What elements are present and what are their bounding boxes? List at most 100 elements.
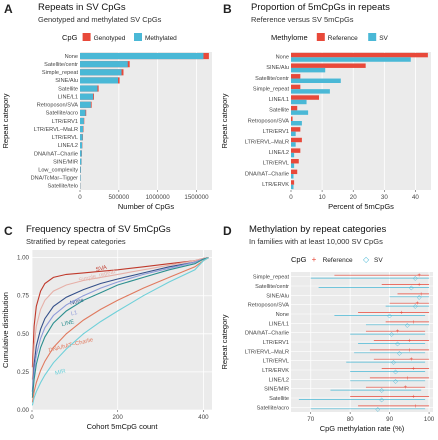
y-tick-label: None <box>65 54 78 60</box>
bar-sv <box>291 57 411 62</box>
y-tick-label: DNA/hAT–Charlie <box>34 151 78 157</box>
series-line <box>31 257 209 380</box>
panel-subtitle: In families with at least 10,000 SV CpGs <box>249 237 383 246</box>
y-tick-label: DNA/hAT–Charlie <box>245 331 289 337</box>
chart-b: Methylome Reference SV 0 10 20 30 40 Percent of … <box>220 33 431 211</box>
y-tick-label: LINE/L1 <box>269 97 289 103</box>
series-line <box>31 257 209 398</box>
bar-sv <box>291 142 296 147</box>
bar-sv <box>291 121 302 126</box>
legend-label: SV <box>374 257 383 264</box>
y-tick-label: LTR/ERVL–MaLR <box>245 140 289 146</box>
y-tick-label: DNA/TcMar–Tigger <box>31 176 78 182</box>
bar-reference <box>291 127 301 132</box>
bar-reference <box>291 180 295 185</box>
bar-reference <box>291 105 298 111</box>
y-axis-label: Repeat category <box>220 93 229 148</box>
bar-methylated <box>80 101 91 108</box>
point-sv: ◇ <box>413 276 418 282</box>
point-sv: ◇ <box>379 397 384 403</box>
bar-sv <box>291 89 330 94</box>
bar-sv <box>291 152 295 158</box>
y-tick-label: LINE/L2 <box>269 377 289 383</box>
chart-c: 0.00 0.25 0.50 0.75 1.00 0 200 400 Cohort 5mCpG … <box>1 250 212 431</box>
bar-sv <box>291 174 294 179</box>
y-tick-label: Retroposon/SVA <box>248 303 290 309</box>
x-axis-label: Number of CpGs <box>118 202 175 211</box>
series-line <box>31 257 209 403</box>
x-tick-label: 30 <box>381 194 388 201</box>
point-sv: ◇ <box>389 332 394 338</box>
point-reference: + <box>412 367 416 373</box>
point-sv: ◇ <box>387 313 392 319</box>
point-sv: ◇ <box>393 379 398 385</box>
chart-d: CpG + Reference ◇ SV 70 80 90 100 CpG methylation… <box>220 255 435 433</box>
bar-sv <box>291 163 295 168</box>
y-tick-label: LTR/ERVL–MaLR <box>34 127 78 133</box>
x-tick-label: 100 <box>424 416 435 423</box>
point-reference: + <box>404 385 408 391</box>
series-label: L1 <box>70 310 78 317</box>
panel-subtitle: Genotyped and methylated SV CpGs <box>38 15 162 24</box>
y-axis-label: Cumulative distribution <box>1 292 10 368</box>
panel-c: C Frequency spectra of SV 5mCpGs Stratif… <box>0 220 219 440</box>
bar-methylated <box>80 52 204 60</box>
y-tick-label: LTR/ERVK <box>262 368 289 374</box>
y-axis-label: Repeat category <box>1 93 10 148</box>
point-reference: + <box>412 395 416 401</box>
point-reference: + <box>396 329 400 335</box>
legend-key: + <box>312 255 317 264</box>
y-tick-label: None <box>276 55 289 61</box>
panel-a: A Repeats in SV CpGs Genotyped and methy… <box>0 0 219 220</box>
bar-methylated <box>80 109 86 116</box>
x-tick-label: 400 <box>198 414 209 421</box>
legend-key <box>316 33 325 41</box>
y-tick-label: LTR/ERVL <box>52 135 78 141</box>
y-tick-label: Low_complexity <box>38 167 78 173</box>
y-tick-label: LTR/ERVK <box>262 182 289 188</box>
point-sv: ◇ <box>375 407 380 413</box>
bar-sv <box>291 110 309 115</box>
point-reference: + <box>419 292 423 298</box>
y-axis-label: Repeat category <box>220 314 229 369</box>
bar-reference <box>291 52 428 58</box>
bar-methylated <box>80 85 98 92</box>
y-tick-label: SINE/MIR <box>264 387 289 393</box>
y-tick-label: Retroposon/SVA <box>248 118 290 124</box>
x-tick-label: 0 <box>78 194 82 201</box>
bar-reference <box>291 84 301 90</box>
legend-key <box>134 33 142 41</box>
bar-reference <box>291 137 302 143</box>
panel-title: Frequency spectra of SV 5mCpGs <box>26 224 171 235</box>
point-reference: + <box>417 273 421 279</box>
panel-d: D Methylation by repeat categories In fa… <box>219 220 438 440</box>
bar-methylated <box>80 174 81 181</box>
point-sv: ◇ <box>395 341 400 347</box>
y-tick-label: Satellite/centr <box>255 76 289 82</box>
y-tick-label: Simple_repeat <box>253 86 290 92</box>
point-reference: + <box>400 311 404 317</box>
legend-title: CpG <box>291 255 307 264</box>
y-tick-label: LTR/ERVL–MaLR <box>245 349 289 355</box>
point-reference: + <box>410 357 414 363</box>
x-tick-label: 80 <box>347 416 354 423</box>
panel-label: B <box>223 2 232 16</box>
y-tick-label: LINE/L2 <box>58 143 78 149</box>
bar-methylated <box>80 126 84 133</box>
x-axis-label: CpG methylation rate (%) <box>320 424 405 433</box>
panel-label: A <box>4 2 13 16</box>
y-tick-label: LINE/L2 <box>269 150 289 156</box>
y-tick-label: None <box>276 312 289 318</box>
bar-methylated <box>80 61 128 68</box>
point-reference: + <box>412 320 416 326</box>
bar-reference <box>291 159 299 164</box>
bar-sv <box>291 99 307 105</box>
y-tick-label: SINE/Alu <box>266 65 289 71</box>
y-tick-label: Simple_repeat <box>42 70 79 76</box>
bar-methylated <box>80 150 82 157</box>
point-reference: + <box>408 339 412 345</box>
bar-methylated <box>80 93 94 100</box>
y-tick-label: Satellite/centr <box>44 62 78 68</box>
legend-label: Genotyped <box>94 35 126 42</box>
point-reference: + <box>406 376 410 382</box>
